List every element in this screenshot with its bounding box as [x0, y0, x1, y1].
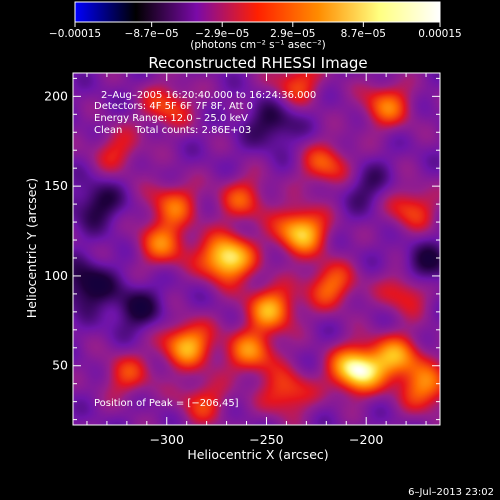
y-tick-label: 50	[52, 358, 68, 373]
plot-area: −300 −250 −200 50 100 150 200	[44, 72, 441, 447]
energy-range-text: Energy Range: 12.0 – 25.0 keV	[94, 113, 248, 124]
chart-title: Reconstructed RHESSI Image	[148, 54, 367, 72]
colorbar-ticks: −0.00015 −8.7e−05 −2.9e−05 2.9e−05 8.7e−05 0.…	[49, 22, 462, 40]
colorbar-tick-label: 2.9e−05	[270, 28, 315, 40]
colorbar-tick-label: −8.7e−05	[125, 28, 179, 40]
colorbar-units: (photons cm⁻² s⁻¹ asec⁻²)	[190, 39, 325, 51]
peak-position-text: Position of Peak = [−206,45]	[94, 398, 239, 409]
time-range-text: 2–Aug–2005 16:20:40.000 to 16:24:36.000	[101, 90, 316, 101]
heatmap-image	[73, 73, 440, 425]
axis-ticks: −300 −250 −200 50 100 150 200	[44, 73, 440, 447]
x-tick-label: −250	[249, 432, 283, 447]
y-tick-label: 150	[44, 178, 68, 193]
detectors-text: Detectors: 4F 5F 6F 7F 8F, Att 0	[94, 101, 253, 112]
y-tick-label: 200	[44, 88, 68, 103]
footer-date: 6–Jul–2013 23:02	[408, 487, 494, 498]
plot-frame	[72, 72, 441, 426]
colorbar-tick-label: 0.00015	[418, 28, 461, 40]
x-axis-label: Heliocentric X (arcsec)	[187, 447, 328, 462]
colorbar: −0.00015 −8.7e−05 −2.9e−05 2.9e−05 8.7e−05 0.…	[49, 1, 462, 51]
colorbar-scale	[74, 1, 441, 23]
clean-counts-text: Clean Total counts: 2.86E+03	[94, 125, 251, 136]
x-tick-label: −200	[349, 432, 383, 447]
colorbar-tick-label: −0.00015	[49, 28, 101, 40]
x-tick-label: −300	[150, 432, 184, 447]
observation-info: 2–Aug–2005 16:20:40.000 to 16:24:36.000 …	[94, 90, 316, 409]
y-axis-label: Heliocentric Y (arcsec)	[24, 178, 39, 318]
y-tick-label: 100	[44, 268, 68, 283]
colorbar-tick-label: −2.9e−05	[195, 28, 249, 40]
colorbar-tick-label: 8.7e−05	[341, 28, 386, 40]
